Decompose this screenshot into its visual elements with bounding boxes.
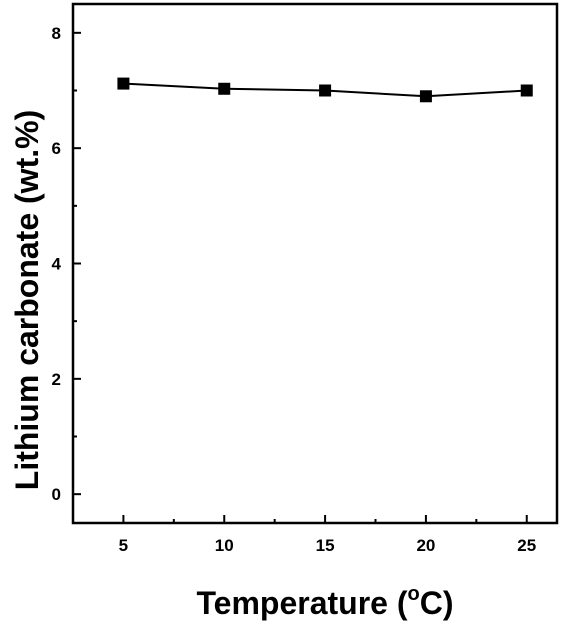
plot-frame: [71, 2, 559, 525]
x-tick-label: 25: [517, 536, 536, 555]
x-axis-title: Temperature (oC): [197, 583, 454, 621]
data-point-marker: [218, 82, 231, 95]
data-point-marker: [117, 77, 130, 90]
x-tick-label: 20: [416, 536, 435, 555]
y-tick-label: 8: [52, 24, 61, 43]
data-point-marker: [419, 90, 432, 103]
x-tick-label: 15: [316, 536, 335, 555]
data-point-marker: [319, 84, 332, 97]
ticks: [73, 31, 528, 523]
data-point-marker: [520, 84, 533, 97]
markers: [117, 77, 533, 103]
x-tick-label: 5: [119, 536, 128, 555]
x-tick-label: 10: [215, 536, 234, 555]
y-tick-label: 2: [52, 370, 61, 389]
y-tick-label: 6: [52, 139, 61, 158]
y-tick-label: 4: [52, 255, 62, 274]
tick-labels: 5 10 15 20 25 0 2 4 6 8: [52, 24, 537, 555]
y-axis-title: Lithium carbonate (wt.%): [9, 110, 45, 490]
y-tick-label: 0: [52, 485, 61, 504]
